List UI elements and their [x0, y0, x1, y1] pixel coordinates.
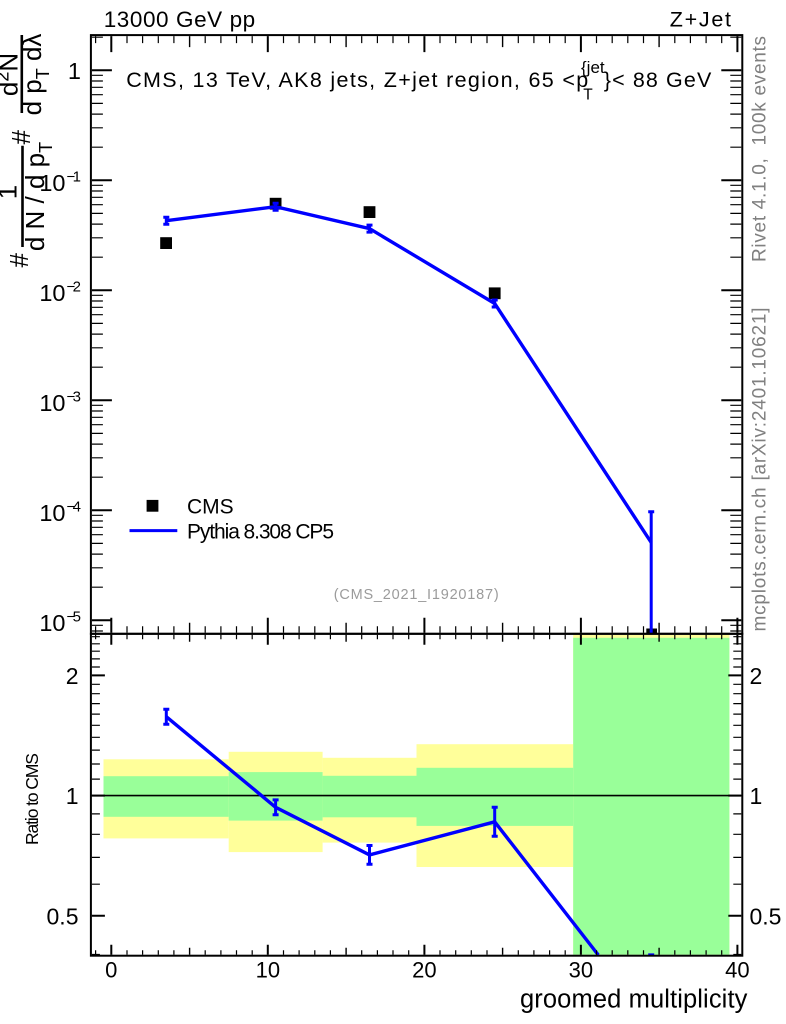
svg-text:−2: −2: [67, 278, 82, 295]
svg-text:10: 10: [39, 610, 65, 636]
svg-text:mcplots.cern.ch [arXiv:2401.10: mcplots.cern.ch [arXiv:2401.10621]: [750, 308, 771, 632]
svg-text:{jet: {jet: [581, 58, 605, 77]
svg-text:Rivet 4.1.0, 100k events: Rivet 4.1.0, 100k events: [750, 36, 771, 262]
svg-text:10: 10: [39, 500, 65, 526]
svg-text:40: 40: [725, 958, 749, 983]
svg-text:13000 GeV pp: 13000 GeV pp: [104, 7, 256, 32]
svg-text:#: #: [6, 130, 36, 145]
svg-text:(CMS_2021_I1920187): (CMS_2021_I1920187): [334, 587, 499, 603]
svg-text:Ratio to CMS: Ratio to CMS: [22, 753, 42, 845]
svg-text:d2N: d2N: [0, 53, 24, 96]
svg-text:10: 10: [39, 170, 65, 196]
svg-text:#: #: [4, 253, 34, 268]
svg-text:CMS: CMS: [187, 496, 234, 519]
svg-text:30: 30: [569, 958, 593, 983]
svg-text:20: 20: [412, 958, 436, 983]
svg-text:T: T: [583, 87, 593, 104]
svg-text:CMS, 13 TeV, AK8 jets, Z+jet r: CMS, 13 TeV, AK8 jets, Z+jet region, 65 …: [126, 68, 588, 92]
svg-text:1: 1: [66, 783, 79, 809]
svg-text:0.5: 0.5: [750, 903, 782, 929]
svg-text:−4: −4: [67, 498, 82, 515]
svg-text:2: 2: [750, 663, 763, 689]
svg-text:−3: −3: [67, 388, 82, 405]
svg-text:2: 2: [66, 663, 79, 689]
svg-text:1: 1: [750, 783, 763, 809]
svg-text:1: 1: [68, 58, 81, 84]
svg-text:10: 10: [256, 958, 280, 983]
svg-text:−5: −5: [67, 608, 82, 625]
svg-text:Pythia 8.308 CP5: Pythia 8.308 CP5: [187, 521, 334, 544]
svg-text:0.5: 0.5: [47, 903, 79, 929]
svg-text:1: 1: [0, 185, 23, 199]
svg-text:−1: −1: [67, 168, 82, 185]
svg-text:10: 10: [39, 390, 65, 416]
svg-text:groomed multiplicity: groomed multiplicity: [520, 986, 748, 1014]
svg-text:Z+Jet: Z+Jet: [670, 8, 731, 32]
svg-text:0: 0: [105, 958, 117, 983]
svg-text:10: 10: [39, 280, 65, 306]
